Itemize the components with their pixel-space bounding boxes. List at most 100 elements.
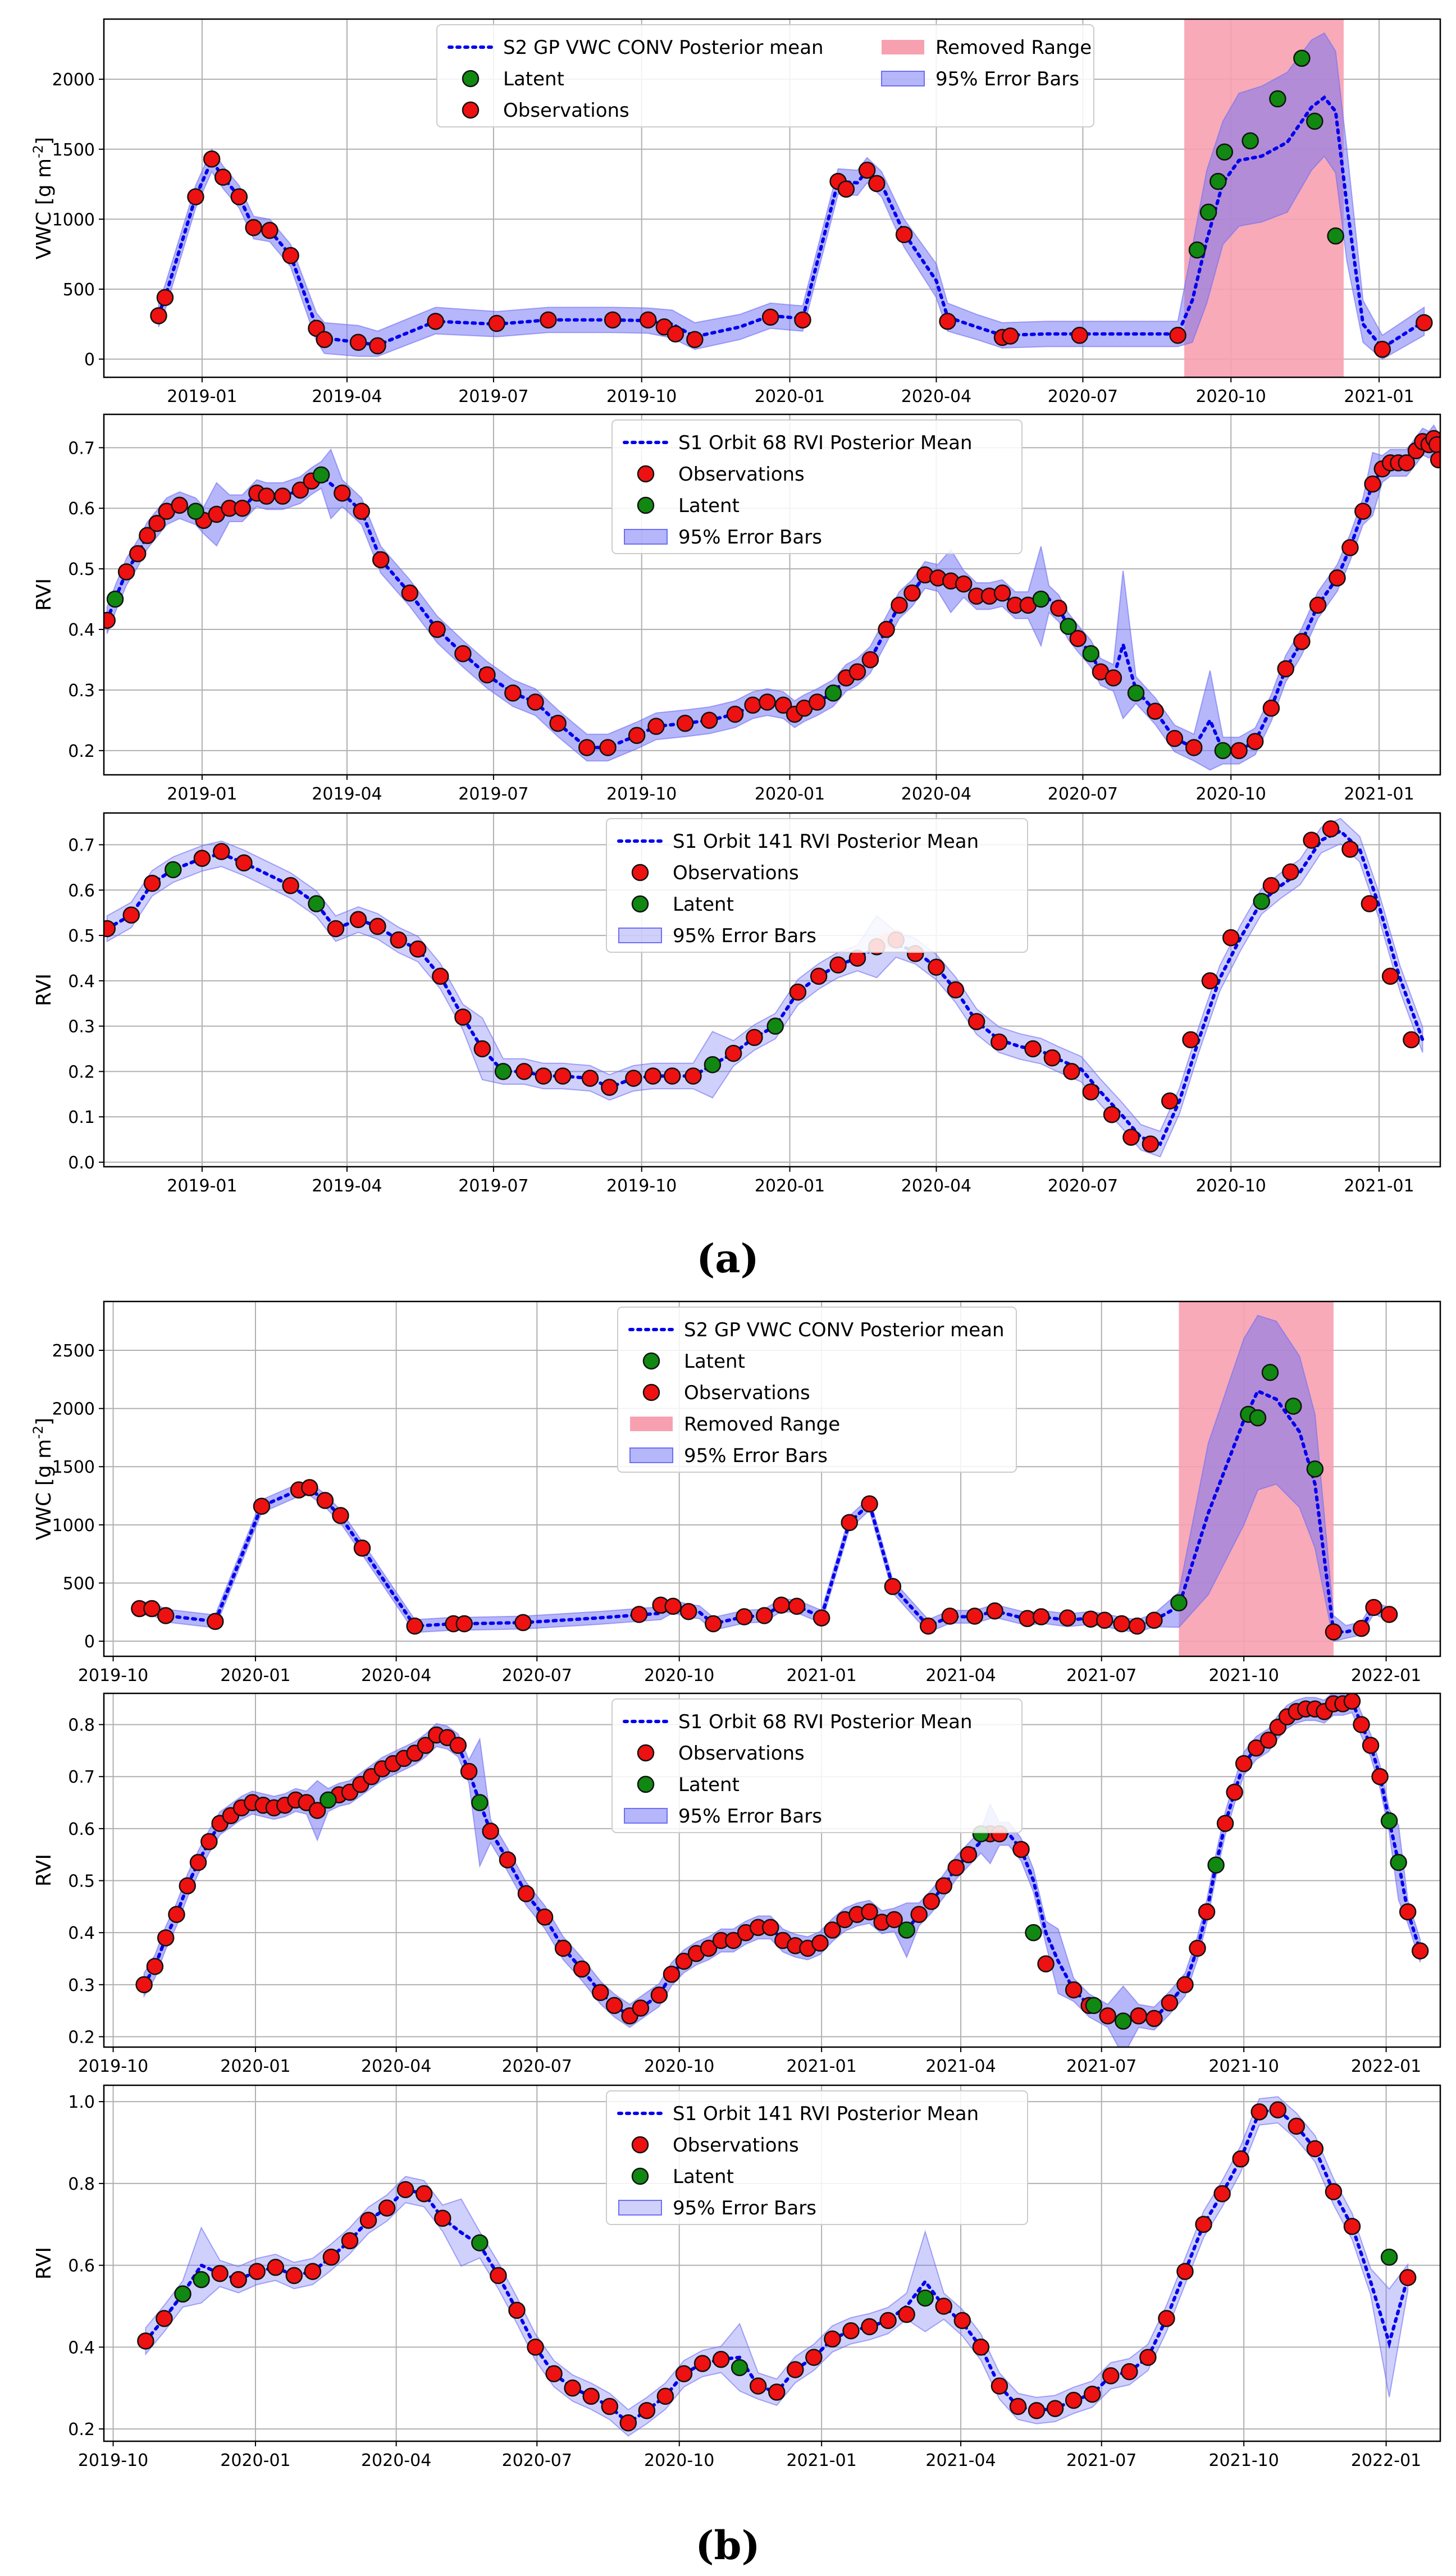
legend-band-swatch	[618, 928, 662, 943]
observation-point	[508, 2301, 526, 2319]
observation-point	[1065, 1981, 1083, 1999]
observation-point	[693, 2355, 711, 2372]
chart-panel-a2: 2019-01 2019-04 2019-07 2019-10 2020-01 2020-…	[33, 413, 1441, 804]
observation-point	[1399, 2269, 1417, 2286]
observation-point	[1103, 1106, 1121, 1123]
chart-panel-b2: 2019-10 2020-01 2020-04 2020-07 2020-10 2021-…	[33, 1692, 1441, 2076]
legend-box	[617, 1307, 1017, 1473]
legend-entry: Observations	[462, 99, 629, 122]
observation-point	[301, 1479, 318, 1496]
latent-point	[704, 1056, 722, 1074]
observation-point	[941, 1607, 959, 1625]
observation-point	[406, 1617, 423, 1635]
x-tick-label: 2020-07	[502, 1666, 572, 1686]
observation-point	[1282, 863, 1299, 881]
observation-point	[1411, 1942, 1429, 1960]
observation-point	[213, 843, 230, 860]
observation-point	[1046, 2400, 1064, 2417]
legend-label: Removed Range	[684, 1413, 840, 1436]
x-tick-label: 2019-10	[606, 1176, 677, 1196]
observation-point	[1309, 596, 1327, 614]
x-tick-label: 2019-07	[458, 387, 528, 407]
observation-point	[234, 499, 251, 517]
observation-point	[1122, 1129, 1140, 1146]
observation-point	[1322, 820, 1340, 838]
observation-point	[755, 1607, 773, 1624]
legend-label: Observations	[678, 1742, 805, 1765]
observation-point	[861, 1903, 878, 1921]
legend-label: 95% Error Bars	[673, 925, 816, 947]
observation-point	[540, 311, 557, 329]
observation-point	[842, 2322, 860, 2340]
observation-point	[1262, 876, 1280, 894]
y-axis-label: VWC [g m-2]	[30, 1418, 56, 1540]
observation-point	[601, 2397, 619, 2415]
latent-point	[1269, 90, 1286, 108]
y-tick-label: 0.5	[68, 1872, 95, 1892]
legend-latent-swatch	[462, 70, 480, 88]
observation-point	[1139, 2349, 1157, 2366]
observation-point	[434, 2209, 451, 2227]
x-tick-label: 2022-01	[1351, 2057, 1421, 2076]
observation-point	[390, 931, 407, 949]
observation-point	[261, 222, 279, 239]
observation-point	[601, 1079, 618, 1096]
observation-point	[935, 1877, 953, 1895]
observation-point	[353, 1540, 371, 1557]
legend-entry: S1 Orbit 141 RVI Posterior Mean	[617, 2103, 979, 2125]
observation-point	[630, 1606, 648, 1623]
x-tick-label: 2020-01	[220, 2451, 290, 2470]
legend-entry: Latent	[637, 495, 740, 517]
latent-point	[1025, 1924, 1042, 1942]
legend-entry: Observations	[637, 1742, 805, 1765]
x-tick-label: 2019-04	[312, 784, 382, 804]
observation-point	[460, 1762, 478, 1780]
x-tick-label: 2020-04	[901, 784, 971, 804]
observation-point	[1069, 629, 1087, 647]
observation-point	[372, 551, 390, 569]
observation-point	[861, 2318, 878, 2336]
observation-point	[705, 1615, 722, 1633]
y-tick-label: 0.7	[68, 836, 95, 856]
observation-point	[858, 161, 876, 179]
latent-point	[1216, 143, 1234, 161]
legend-observation-swatch	[631, 2136, 649, 2154]
latent-point	[312, 466, 330, 484]
observation-point	[824, 2330, 841, 2348]
observation-point	[504, 684, 522, 702]
observation-point	[304, 2263, 322, 2280]
legend-entry: Observations	[631, 2134, 799, 2157]
observation-point	[605, 1997, 623, 2015]
observation-point	[993, 584, 1011, 602]
observation-point	[1341, 539, 1359, 556]
legend-entry: Latent	[462, 68, 564, 90]
observation-point	[746, 1029, 763, 1047]
observation-point	[809, 693, 826, 711]
observation-point	[396, 2181, 414, 2199]
y-axis-label: RVI	[33, 2247, 56, 2280]
observation-point	[285, 2267, 303, 2285]
observation-point	[680, 1602, 697, 1620]
legend-entry: Latent	[642, 1350, 745, 1373]
observation-point	[291, 481, 309, 499]
legend-observation-swatch	[637, 465, 655, 483]
observation-point	[156, 2310, 173, 2327]
y-tick-label: 0.6	[68, 2257, 95, 2276]
observation-point	[207, 1613, 224, 1630]
latent-point	[731, 2359, 748, 2377]
y-tick-label: 0.2	[68, 742, 95, 761]
latent-point	[471, 2234, 489, 2251]
observation-point	[1343, 2218, 1361, 2235]
y-tick-label: 2500	[52, 1341, 95, 1361]
observation-point	[316, 331, 334, 348]
observation-point	[432, 967, 449, 985]
y-tick-label: 0.3	[68, 1976, 95, 1995]
observation-point	[1341, 841, 1359, 858]
legend-label: Latent	[503, 68, 564, 90]
observation-point	[591, 1984, 609, 2001]
error-band-95	[106, 817, 1423, 1158]
error-band-95	[145, 2096, 1409, 2437]
latent-point	[1188, 241, 1206, 259]
observation-point	[686, 331, 704, 348]
